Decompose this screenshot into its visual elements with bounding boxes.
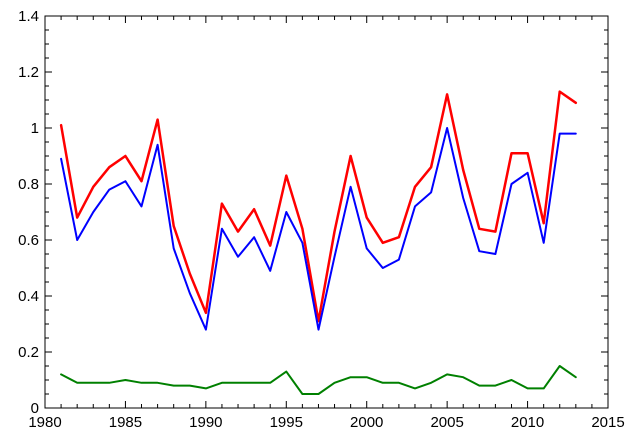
y-tick-label: 0.6 xyxy=(18,232,39,249)
blue-series-line xyxy=(60,127,577,331)
series-lines xyxy=(59,90,578,395)
y-tick-label: 0 xyxy=(31,400,39,417)
y-tick-label: 1 xyxy=(31,120,39,137)
green-series-line xyxy=(60,365,577,395)
red-series-line xyxy=(59,90,578,323)
y-tick-label: 1.4 xyxy=(18,8,39,25)
x-tick-label: 1985 xyxy=(109,414,142,431)
x-axis-tick-labels: 1980 1985 1990 1995 2000 2005 2010 2015 xyxy=(28,414,624,431)
x-tick-label: 2010 xyxy=(511,414,544,431)
y-tick-label: 1.2 xyxy=(18,64,39,81)
y-tick-label: 0.8 xyxy=(18,176,39,193)
axis-ticks xyxy=(44,15,609,409)
y-tick-label: 0.2 xyxy=(18,344,39,361)
x-tick-label: 2015 xyxy=(591,414,624,431)
x-tick-label: 1995 xyxy=(270,414,303,431)
y-tick-label: 0.4 xyxy=(18,288,39,305)
y-axis-tick-labels: 0 0.2 0.4 0.6 0.8 1 1.2 1.4 xyxy=(18,8,39,417)
x-tick-label: 2005 xyxy=(430,414,463,431)
x-tick-label: 1980 xyxy=(28,414,61,431)
x-tick-label: 1990 xyxy=(189,414,222,431)
x-tick-label: 2000 xyxy=(350,414,383,431)
plot-frame xyxy=(44,15,609,409)
